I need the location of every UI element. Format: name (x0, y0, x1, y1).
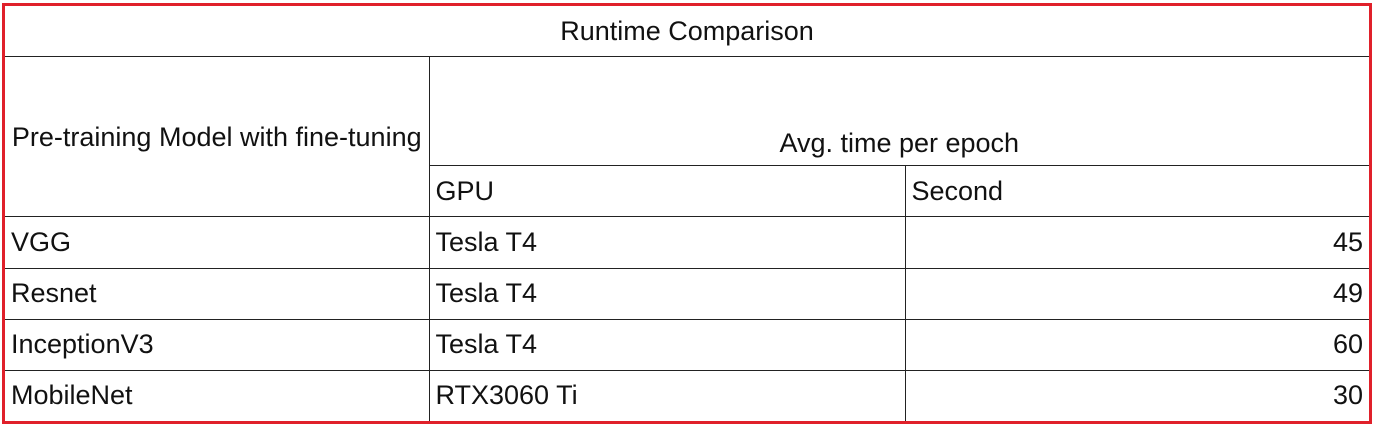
avg-time-header: Avg. time per epoch (428, 56, 1370, 167)
model-cell: Resnet (5, 267, 430, 320)
table-row: VGG Tesla T4 45 (5, 216, 1370, 269)
model-column-header: Pre-training Model with fine-tuning (5, 56, 430, 218)
table-row: InceptionV3 Tesla T4 60 (5, 318, 1370, 371)
subheader-row: GPU Second (5, 165, 1370, 218)
gpu-cell: Tesla T4 (428, 216, 906, 269)
second-column-header: Second (904, 165, 1370, 218)
model-cell: MobileNet (5, 369, 430, 421)
title-row: Runtime Comparison (5, 6, 1370, 58)
table-row: Resnet Tesla T4 49 (5, 267, 1370, 320)
table-frame: Runtime Comparison Pre-training Model wi… (2, 3, 1372, 424)
seconds-cell: 45 (904, 216, 1370, 269)
gpu-cell: RTX3060 Ti (428, 369, 906, 421)
gpu-cell: Tesla T4 (428, 267, 906, 320)
table-title: Runtime Comparison (5, 6, 1370, 58)
seconds-cell: 60 (904, 318, 1370, 371)
model-cell: VGG (5, 216, 430, 269)
gpu-cell: Tesla T4 (428, 318, 906, 371)
header-row: Pre-training Model with fine-tuning Avg.… (5, 56, 1370, 218)
runtime-comparison-table: Runtime Comparison Pre-training Model wi… (5, 6, 1370, 421)
table-row: MobileNet RTX3060 Ti 30 (5, 369, 1370, 421)
seconds-cell: 30 (904, 369, 1370, 421)
seconds-cell: 49 (904, 267, 1370, 320)
model-cell: InceptionV3 (5, 318, 430, 371)
gpu-column-header: GPU (429, 165, 906, 218)
